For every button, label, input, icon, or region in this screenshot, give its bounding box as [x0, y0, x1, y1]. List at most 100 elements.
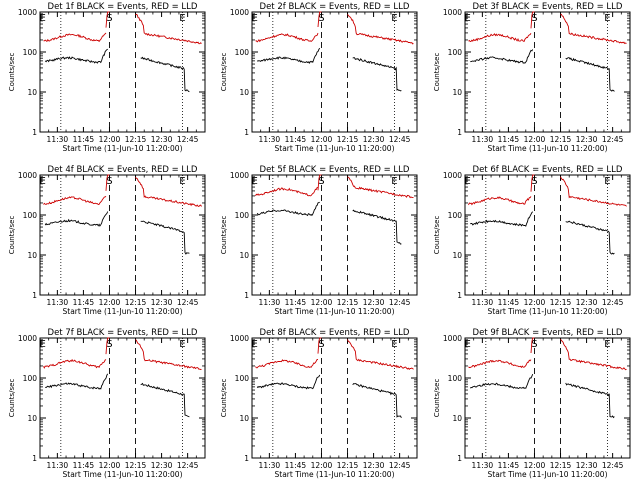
- events-rate-line: [140, 220, 190, 255]
- x-tick-label: 11:45: [285, 135, 307, 144]
- lld-rate-line: [43, 32, 107, 43]
- plot-frame: [251, 174, 418, 296]
- y-tick-label: 10: [239, 88, 249, 97]
- y-tick-label: 1: [32, 128, 37, 137]
- events-rate-line: [469, 373, 534, 389]
- chart-title: Det 2f BLACK = Events, RED = LLD: [260, 2, 410, 12]
- chart-title: Det 4f BLACK = Events, RED = LLD: [48, 165, 198, 175]
- lld-rate-line: [255, 186, 319, 197]
- x-axis-label: Start Time (11-Jun-10 11:20:00): [63, 144, 183, 153]
- y-tick-label: 100: [448, 374, 463, 383]
- lld-rate-line: [317, 174, 322, 191]
- events-rate-line: [565, 220, 615, 255]
- events-rate-line: [45, 373, 109, 390]
- events-rate-line: [352, 209, 402, 245]
- chart-title: Det 7f BLACK = Events, RED = LLD: [48, 328, 198, 338]
- x-tick-label: 11:45: [498, 298, 520, 307]
- orbit-event-marker: E: [391, 13, 397, 24]
- orbit-event-marker: E: [464, 13, 470, 24]
- y-axis-label: Counts/sec: [433, 379, 441, 418]
- orbit-event-marker: E: [39, 176, 45, 187]
- y-tick-label: 100: [448, 48, 463, 57]
- orbit-event-marker: S: [106, 13, 112, 24]
- events-rate-line: [352, 383, 402, 419]
- orbit-event-marker: S: [106, 339, 112, 350]
- lld-rate-line: [135, 13, 202, 45]
- x-tick-label: 12:30: [151, 461, 173, 470]
- events-rate-line: [565, 57, 615, 92]
- lld-rate-line: [560, 176, 627, 207]
- events-rate-line: [470, 211, 534, 227]
- y-tick-label: 1000: [18, 334, 37, 343]
- x-tick-label: 12:00: [99, 298, 121, 307]
- y-axis-label: Counts/sec: [8, 379, 16, 418]
- x-tick-label: 11:45: [73, 461, 95, 470]
- y-tick-label: 100: [235, 374, 250, 383]
- y-tick-label: 1000: [230, 8, 249, 17]
- orbit-event-marker: S: [106, 176, 112, 187]
- lld-rate-line: [105, 337, 110, 355]
- lld-rate-line: [317, 11, 322, 28]
- lld-rate-line: [255, 32, 319, 43]
- orbit-event-marker: E: [391, 176, 397, 187]
- panel-6: Det 6f BLACK = Events, RED = LLD Counts/s…: [433, 165, 631, 316]
- x-tick-label: 12:00: [99, 135, 121, 144]
- lld-rate-line: [135, 339, 202, 370]
- orbit-event-marker: E: [179, 13, 185, 24]
- x-axis-label: Start Time (11-Jun-10 11:20:00): [275, 144, 395, 153]
- y-tick-label: 10: [452, 414, 462, 423]
- x-tick-label: 12:15: [337, 298, 359, 307]
- x-tick-label: 12:15: [550, 135, 572, 144]
- x-tick-label: 12:15: [550, 461, 572, 470]
- x-tick-label: 11:30: [259, 135, 281, 144]
- lld-rate-line: [347, 176, 414, 199]
- events-rate-line: [140, 382, 190, 418]
- y-tick-label: 10: [27, 88, 37, 97]
- y-tick-label: 1000: [443, 334, 462, 343]
- y-tick-label: 10: [452, 88, 462, 97]
- lld-rate-line: [530, 337, 535, 354]
- y-tick-label: 10: [27, 251, 37, 260]
- y-axis-label: Counts/sec: [8, 53, 16, 92]
- plot-frame: [39, 337, 206, 459]
- x-tick-label: 11:30: [472, 135, 494, 144]
- y-tick-label: 1: [244, 454, 249, 463]
- orbit-event-marker: E: [604, 339, 610, 350]
- events-rate-line: [44, 48, 108, 64]
- panel-2: Det 2f BLACK = Events, RED = LLD Counts/s…: [220, 2, 418, 153]
- x-tick-label: 12:15: [125, 135, 147, 144]
- x-tick-label: 12:30: [576, 461, 598, 470]
- y-tick-label: 100: [235, 48, 250, 57]
- lld-rate-line: [105, 174, 110, 191]
- orbit-event-marker: S: [318, 176, 324, 187]
- y-tick-label: 1000: [443, 171, 462, 180]
- x-tick-label: 11:30: [259, 461, 281, 470]
- x-tick-label: 12:30: [363, 461, 385, 470]
- y-tick-label: 10: [239, 251, 249, 260]
- x-tick-label: 12:30: [576, 135, 598, 144]
- orbit-event-marker: E: [604, 13, 610, 24]
- orbit-event-marker: E: [391, 339, 397, 350]
- orbit-event-marker: E: [464, 339, 470, 350]
- lld-rate-line: [135, 176, 202, 208]
- y-tick-label: 1000: [230, 334, 249, 343]
- lld-rate-line: [468, 196, 532, 206]
- y-tick-label: 100: [23, 48, 38, 57]
- plot-frame: [464, 174, 631, 296]
- chart-title: Det 1f BLACK = Events, RED = LLD: [48, 2, 198, 12]
- y-tick-label: 1: [32, 291, 37, 300]
- plot-frame: [464, 337, 631, 459]
- events-rate-line: [470, 49, 534, 64]
- y-tick-label: 1000: [18, 8, 37, 17]
- x-tick-label: 11:45: [73, 135, 95, 144]
- panel-5: Det 5f BLACK = Events, RED = LLD Counts/s…: [220, 165, 418, 316]
- lld-rate-line: [468, 359, 532, 369]
- y-axis-label: Counts/sec: [433, 53, 441, 92]
- orbit-event-marker: E: [39, 13, 45, 24]
- y-tick-label: 10: [239, 414, 249, 423]
- orbit-event-marker: E: [39, 339, 45, 350]
- y-tick-label: 1000: [443, 8, 462, 17]
- chart-title: Det 8f BLACK = Events, RED = LLD: [260, 328, 410, 338]
- plot-frame: [464, 11, 631, 133]
- lld-rate-line: [43, 195, 107, 206]
